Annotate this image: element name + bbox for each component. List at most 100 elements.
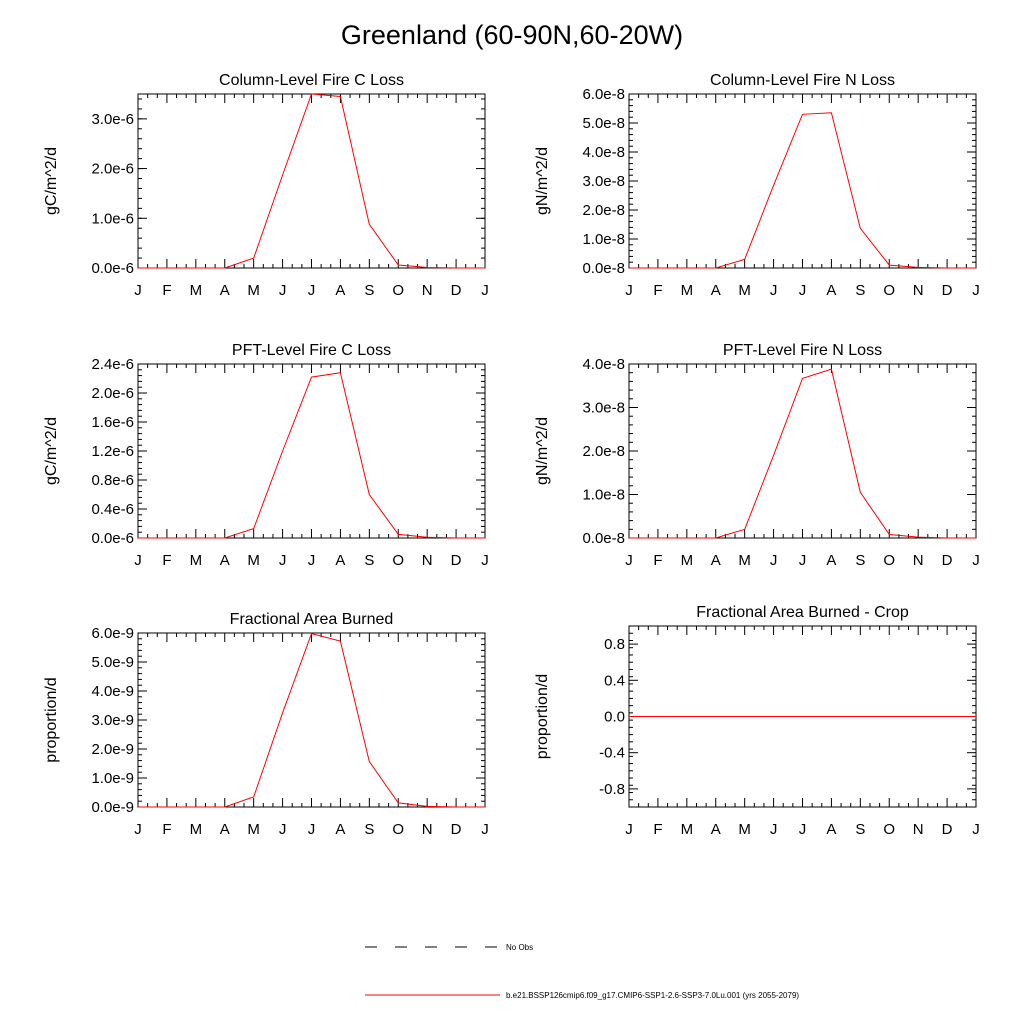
x-tick-label: F xyxy=(162,552,171,569)
panel-2: J F M A M J J A S O N D J0.0e-81.0e-82.0e-83.0e-84.0… xyxy=(534,72,980,299)
y-tick-label: 0.4 xyxy=(604,672,625,689)
x-tick-label: F xyxy=(653,552,662,569)
y-tick-label: 1.6e-6 xyxy=(91,414,134,431)
x-tick-label: F xyxy=(162,282,171,299)
x-tick-label: M xyxy=(681,821,694,838)
x-tick-label: A xyxy=(220,552,230,569)
panel-6: J F M A M J J A S O N D J-0.8-0.40.00.40.8Fractional… xyxy=(534,604,980,838)
x-tick-label: M xyxy=(190,282,203,299)
x-tick-label: J xyxy=(134,552,142,569)
panel-title: Column-Level Fire C Loss xyxy=(219,72,404,89)
panel-3: J F M A M J J A S O N D J0.0e-60.4e-60.8e-61.2e-61.6… xyxy=(43,342,489,569)
x-tick-label: S xyxy=(364,282,374,299)
y-tick-label: 0.8 xyxy=(604,636,625,653)
series-line-1 xyxy=(138,93,485,269)
y-axis-label: gC/m^2/d xyxy=(43,417,60,485)
y-tick-label: 0.8e-6 xyxy=(91,472,134,489)
x-tick-label: O xyxy=(883,821,895,838)
x-tick-label: N xyxy=(913,282,924,299)
x-tick-label: A xyxy=(711,282,721,299)
x-tick-label: A xyxy=(711,821,721,838)
x-tick-label: A xyxy=(826,282,836,299)
legend-label-model: b.e21.BSSP126cmip6.f09_g17.CMIP6-SSP1-2.… xyxy=(506,991,799,1000)
y-tick-label: -0.4 xyxy=(599,745,625,762)
panel-1: J F M A M J J A S O N D J0.0e-61.0e-62.0e-63.0e-6Col… xyxy=(43,72,489,299)
panel-title: PFT-Level Fire C Loss xyxy=(232,342,391,359)
x-tick-label: J xyxy=(134,821,142,838)
x-tick-label: J xyxy=(972,282,980,299)
y-tick-label: 2.4e-6 xyxy=(91,356,134,373)
y-tick-label: 0.0e-9 xyxy=(91,799,134,816)
y-tick-label: 0.0e-6 xyxy=(91,530,134,547)
y-tick-label: 0.4e-6 xyxy=(91,501,134,518)
panel-4: J F M A M J J A S O N D J0.0e-81.0e-82.0e-83.0e-84.0… xyxy=(534,342,980,569)
plot-frame xyxy=(137,363,486,539)
y-tick-label: 5.0e-8 xyxy=(582,115,625,132)
x-tick-label: S xyxy=(855,282,865,299)
x-tick-label: O xyxy=(392,552,404,569)
y-tick-label: 0.0 xyxy=(604,709,625,726)
x-tick-label: J xyxy=(770,552,778,569)
x-tick-label: A xyxy=(220,821,230,838)
legend: No Obs b.e21.BSSP126cmip6.f09_g17.CMIP6-… xyxy=(365,943,799,1000)
panel-title: Column-Level Fire N Loss xyxy=(710,72,895,89)
panel-title: Fractional Area Burned xyxy=(230,611,394,628)
y-tick-label: 4.0e-8 xyxy=(582,356,625,373)
x-tick-label: S xyxy=(364,552,374,569)
y-tick-label: 2.0e-9 xyxy=(91,741,134,758)
x-tick-label: M xyxy=(247,552,260,569)
x-tick-label: J xyxy=(134,282,142,299)
y-tick-label: 3.0e-6 xyxy=(91,111,134,128)
x-tick-label: D xyxy=(942,821,953,838)
series-line-1 xyxy=(138,372,485,539)
y-tick-label: 3.0e-8 xyxy=(582,173,625,190)
x-tick-label: A xyxy=(335,282,345,299)
x-tick-label: D xyxy=(451,821,462,838)
series-line-1 xyxy=(629,368,976,539)
legend-label-no-obs: No Obs xyxy=(506,943,533,952)
x-tick-label: N xyxy=(913,552,924,569)
y-tick-label: 0.0e-6 xyxy=(91,260,134,277)
x-tick-label: A xyxy=(220,282,230,299)
x-tick-label: S xyxy=(855,821,865,838)
x-tick-label: D xyxy=(451,282,462,299)
y-tick-label: 1.0e-6 xyxy=(91,210,134,227)
x-tick-label: J xyxy=(481,821,489,838)
x-tick-label: N xyxy=(422,821,433,838)
panel-title: Fractional Area Burned - Crop xyxy=(696,604,909,621)
x-tick-label: M xyxy=(247,282,260,299)
plot-frame xyxy=(137,93,486,269)
plot-frame xyxy=(628,93,977,269)
y-axis-label: proportion/d xyxy=(534,674,551,759)
x-tick-label: O xyxy=(883,552,895,569)
y-tick-label: -0.8 xyxy=(599,781,625,798)
x-tick-label: J xyxy=(972,821,980,838)
x-tick-label: A xyxy=(826,552,836,569)
x-tick-label: J xyxy=(770,821,778,838)
x-tick-label: M xyxy=(247,821,260,838)
x-tick-label: A xyxy=(335,821,345,838)
plot-frame xyxy=(137,632,486,808)
y-axis-label: gN/m^2/d xyxy=(534,417,551,485)
y-tick-label: 4.0e-9 xyxy=(91,683,134,700)
x-tick-label: J xyxy=(481,552,489,569)
x-tick-label: J xyxy=(625,282,633,299)
plot-frame xyxy=(628,363,977,539)
x-tick-label: J xyxy=(625,552,633,569)
y-tick-label: 3.0e-9 xyxy=(91,712,134,729)
x-tick-label: N xyxy=(422,552,433,569)
y-tick-label: 4.0e-8 xyxy=(582,144,625,161)
x-tick-label: M xyxy=(738,821,751,838)
panels: J F M A M J J A S O N D J0.0e-61.0e-62.0e-63.0e-6Col… xyxy=(43,72,980,838)
x-tick-label: J xyxy=(308,552,316,569)
x-tick-label: J xyxy=(308,282,316,299)
x-tick-label: F xyxy=(653,821,662,838)
y-tick-label: 6.0e-9 xyxy=(91,625,134,642)
panel-5: J F M A M J J A S O N D J0.0e-91.0e-92.0e-93.0e-94.0… xyxy=(43,611,489,838)
x-tick-label: M xyxy=(681,282,694,299)
main-title: Greenland (60-90N,60-20W) xyxy=(340,20,684,50)
x-tick-label: N xyxy=(422,282,433,299)
x-tick-label: M xyxy=(738,552,751,569)
x-tick-label: J xyxy=(625,821,633,838)
